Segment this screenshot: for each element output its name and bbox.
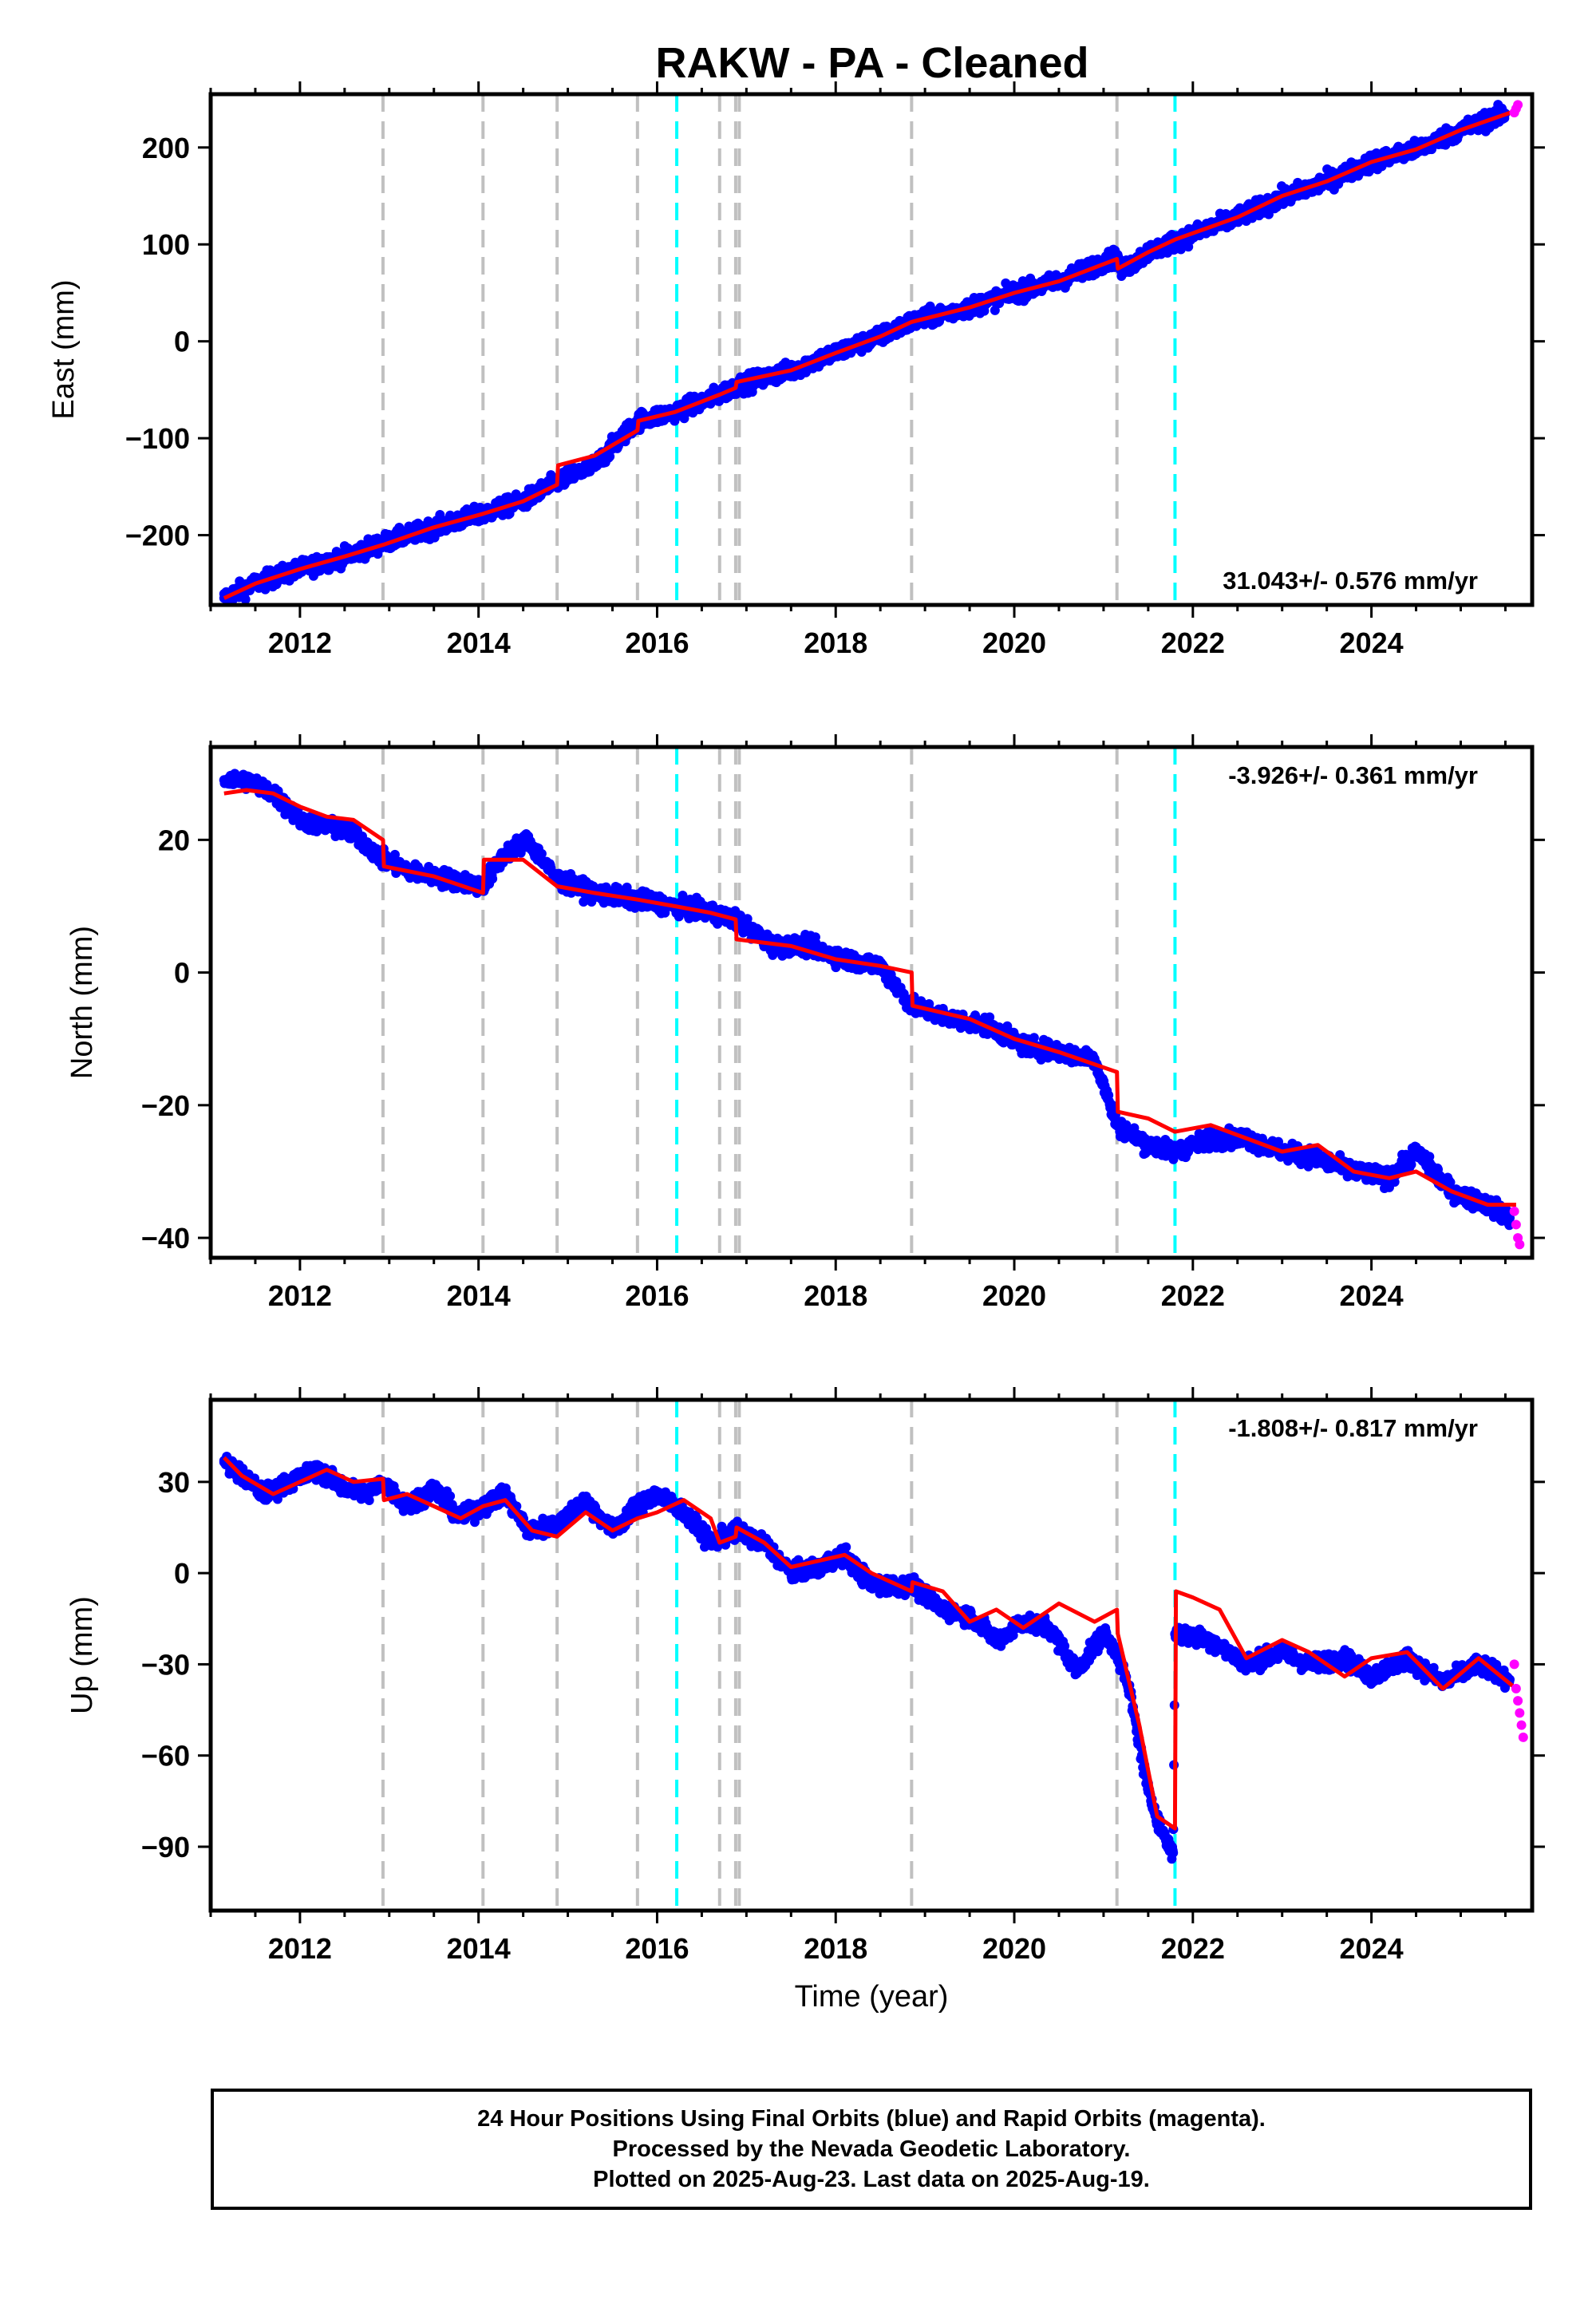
data-point	[1175, 244, 1186, 255]
data-point	[925, 301, 935, 311]
x-tick-label: 2012	[268, 626, 332, 659]
x-tick-label: 2014	[447, 626, 511, 659]
data-point	[605, 451, 615, 461]
y-tick-label: 100	[142, 228, 190, 261]
plot-area	[219, 747, 1525, 1258]
data-point	[1511, 1219, 1521, 1230]
data-point	[240, 595, 251, 605]
y-tick-label: −200	[125, 520, 190, 552]
y-axis-label: East (mm)	[47, 279, 81, 419]
data-point	[389, 849, 400, 860]
x-tick-label: 2022	[1161, 626, 1225, 659]
plot-area	[219, 94, 1523, 605]
data-point	[1509, 1206, 1519, 1216]
data-point	[260, 584, 271, 595]
data-point	[1515, 1239, 1525, 1250]
rapid-orbits-series	[1509, 1206, 1525, 1250]
model-line	[223, 788, 1516, 1207]
east-panel: 2012 2014 2016 2018 2020 2022 2024 −200 −100 0 100…	[47, 81, 1545, 659]
data-point	[1389, 1177, 1400, 1188]
data-point	[516, 848, 526, 858]
chart-title: RAKW - PA - Cleaned	[655, 39, 1088, 87]
data-point	[1274, 1136, 1284, 1147]
data-point	[990, 305, 1000, 315]
plot-frame	[208, 92, 1535, 607]
y-tick-label: −100	[125, 422, 190, 455]
data-point	[1406, 1160, 1416, 1170]
velocity-label: 31.043+/- 0.576 mm/yr	[1223, 567, 1478, 595]
x-tick-label: 2020	[982, 626, 1046, 659]
y-tick-label: 200	[142, 132, 190, 164]
final-orbits-series	[219, 100, 1511, 605]
model-line	[223, 109, 1517, 600]
data-point	[536, 848, 547, 859]
data-point	[488, 874, 498, 884]
x-tick-label: 2024	[1340, 626, 1404, 659]
final-orbits-series	[219, 769, 1515, 1231]
plot-frame	[208, 745, 1535, 1260]
data-point	[1029, 1033, 1039, 1043]
x-tick-label: 2018	[804, 626, 867, 659]
x-tick-label: 2016	[625, 626, 689, 659]
y-tick-label: 0	[174, 326, 190, 358]
data-point	[1513, 100, 1523, 110]
data-point	[678, 890, 688, 900]
rapid-orbits-series	[1509, 100, 1523, 118]
north-panel: 2012 2014 2016 2018 2020 2022 2024−40−20020Nor…	[65, 734, 1545, 1312]
